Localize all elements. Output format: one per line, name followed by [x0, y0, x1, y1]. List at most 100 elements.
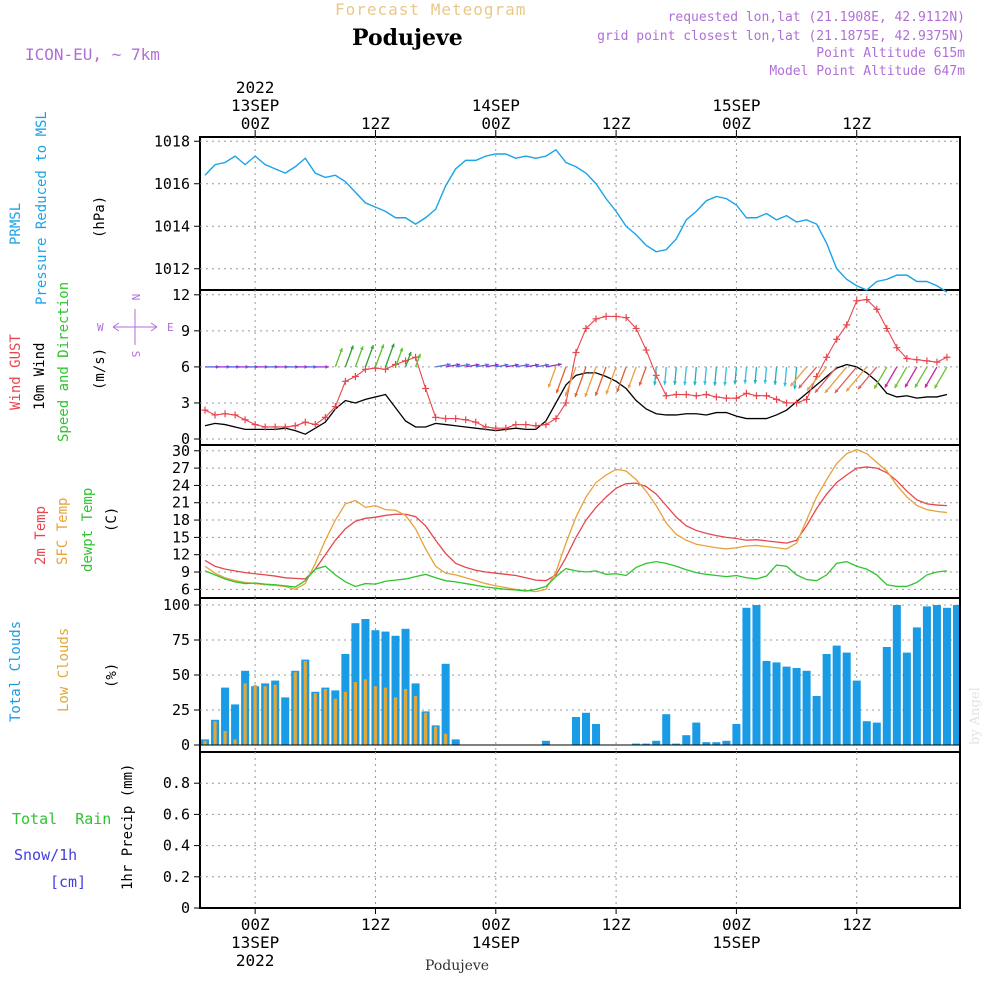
gust-marker	[221, 410, 229, 418]
wind-arrowhead	[905, 383, 909, 388]
top-time-label: 2022	[236, 78, 275, 97]
ytick-label-pressure: 1018	[154, 132, 190, 150]
wind-arrowhead	[713, 381, 717, 386]
gust-marker	[742, 389, 750, 397]
wind-arrow	[845, 366, 868, 392]
wind-arrowhead	[605, 390, 610, 395]
total-cloud-bar	[712, 742, 721, 745]
wind-arrowhead	[663, 381, 667, 385]
gust-marker	[261, 423, 269, 431]
gust-marker	[913, 356, 921, 364]
ytick-label-temperature: 9	[181, 563, 190, 581]
wind-arrowhead	[456, 363, 461, 367]
total-cloud-bar	[902, 652, 911, 745]
requested-point: requested lon,lat (21.1908E, 42.9112N)	[667, 10, 965, 25]
ytick-label-temperature: 6	[181, 580, 190, 598]
total-cloud-bar	[401, 628, 410, 745]
low-cloud-bar	[383, 687, 388, 745]
wind-arrowhead	[846, 387, 850, 392]
gust-marker	[863, 296, 871, 304]
wind-arrowhead	[783, 382, 788, 387]
wind-arrow	[798, 366, 818, 389]
gust-marker	[582, 324, 590, 332]
gust-marker	[412, 353, 420, 361]
wind-arrow	[627, 366, 637, 389]
ytick-label-wind: 3	[181, 394, 190, 412]
gust-marker	[833, 335, 841, 343]
total-cloud-bar	[942, 607, 951, 745]
ytick-label-clouds: 25	[172, 701, 190, 719]
wind-arrowhead	[594, 391, 599, 396]
total-cloud-bar	[221, 687, 230, 745]
wind-arrowhead	[693, 381, 697, 386]
low-cloud-bar	[363, 679, 368, 745]
gust-marker	[271, 423, 279, 431]
total-cloud-bar	[802, 670, 811, 745]
low-cloud-bar	[223, 731, 227, 745]
ytick-label-temperature: 18	[172, 511, 190, 529]
wind-arrowhead	[815, 388, 819, 393]
wind-arrow	[354, 346, 364, 368]
wind-arrowhead	[753, 379, 758, 384]
wind-arrowhead	[733, 380, 738, 385]
panel-frame-precip	[199, 751, 961, 909]
total-cloud-bar	[732, 724, 741, 745]
wind-arrowhead	[475, 363, 480, 367]
wind-arrowhead	[535, 363, 539, 368]
total-cloud-bar	[692, 722, 701, 745]
low-cloud-bar	[253, 684, 257, 745]
wind-arrow	[594, 366, 607, 397]
wind-arrowhead	[399, 347, 404, 352]
gust-marker	[482, 423, 490, 431]
total-cloud-bar	[862, 721, 871, 745]
top-time-label: 00Z	[241, 114, 270, 133]
ytick-label-wind: 12	[172, 286, 190, 304]
bottom-time-label: 00Z	[241, 915, 270, 934]
bottom-time-label: 12Z	[602, 915, 631, 934]
panel-frame-pressure	[199, 136, 961, 291]
wind-arrowhead	[798, 384, 803, 389]
total-cloud-bar	[812, 696, 821, 745]
wind-arrowhead	[894, 384, 899, 389]
ytick-label-temperature: 30	[172, 442, 190, 460]
gust-marker	[231, 411, 239, 419]
bottom-time-label: 00Z	[722, 915, 751, 934]
ytick-label-wind: 6	[181, 358, 190, 376]
gust-marker	[311, 421, 319, 429]
wind-arrowhead	[408, 351, 412, 356]
wind-arrow	[584, 366, 597, 398]
low-cloud-bar	[403, 689, 408, 745]
wind-arrow	[616, 366, 627, 393]
wind-arrow	[814, 366, 838, 394]
total-cloud-bar	[742, 607, 751, 745]
gust-marker	[923, 357, 931, 365]
gust-marker	[542, 421, 550, 429]
bottom-time-label: 15SEP	[712, 933, 760, 952]
wind-arrowhead	[564, 392, 569, 397]
wind-arrow	[857, 366, 878, 390]
gust-marker	[422, 385, 430, 393]
low-cloud-bar	[303, 661, 307, 745]
ytick-label-clouds: 50	[172, 666, 190, 684]
ytick-label-clouds: 100	[163, 596, 190, 614]
gust-marker	[943, 353, 951, 361]
ytick-label-temperature: 12	[172, 546, 190, 564]
total-cloud-bar	[652, 740, 661, 745]
gust-marker	[903, 354, 911, 362]
wind-arrowhead	[773, 381, 778, 385]
total-cloud-bar	[782, 666, 791, 745]
wind-arrow	[894, 366, 908, 389]
wind-arrow	[914, 366, 928, 389]
low-cloud-bar	[203, 740, 207, 745]
total-cloud-bar	[632, 743, 641, 745]
gust-marker	[933, 358, 941, 366]
total-cloud-bar	[842, 652, 851, 745]
bottom-time-label: 12Z	[361, 915, 390, 934]
total-cloud-bar	[702, 742, 711, 745]
wind-arrow	[834, 366, 858, 394]
top-time-label: 00Z	[481, 114, 510, 133]
ytick-label-clouds: 75	[172, 631, 190, 649]
total-cloud-bar	[441, 663, 450, 745]
wind-arrow	[824, 366, 848, 394]
